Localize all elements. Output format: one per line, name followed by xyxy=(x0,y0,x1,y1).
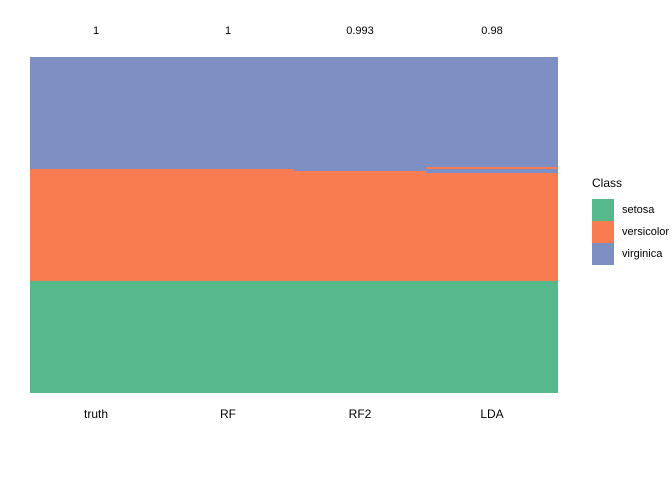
accuracy-label-truth: 1 xyxy=(92,25,100,37)
x-axis-label-RF2: RF2 xyxy=(348,407,372,421)
legend-item-virginica: virginica xyxy=(592,243,669,265)
legend-swatch-setosa xyxy=(592,199,614,221)
segment-LDA-setosa xyxy=(426,280,558,393)
segment-truth-setosa xyxy=(30,281,162,393)
segment-RF2-versicolor xyxy=(294,171,426,281)
segment-RF2-setosa xyxy=(294,280,426,393)
accuracy-label-RF2: 0.993 xyxy=(346,25,374,37)
x-axis-label-RF: RF xyxy=(220,407,236,421)
bar-column-truth xyxy=(30,57,162,393)
legend-label-versicolor: versicolor xyxy=(622,226,670,238)
segment-LDA-versicolor xyxy=(426,166,558,169)
bar-column-RF2 xyxy=(294,57,426,393)
segment-LDA-virginica xyxy=(426,168,558,174)
segment-LDA-versicolor xyxy=(426,173,558,281)
accuracy-label-LDA: 0.98 xyxy=(481,25,503,37)
legend-label-setosa: setosa xyxy=(622,204,655,216)
segment-RF-setosa xyxy=(162,281,294,393)
segment-RF2-virginica xyxy=(294,57,426,172)
x-axis-labels-row: truth RF RF2 LDA xyxy=(30,407,558,422)
plot-panel xyxy=(30,57,558,393)
bar-column-LDA xyxy=(426,57,558,393)
x-axis-label-truth: truth xyxy=(83,407,108,421)
legend-item-setosa: setosa xyxy=(592,199,669,221)
accuracy-labels-row: 1 1 0.993 0.98 xyxy=(30,24,558,38)
legend-swatch-virginica xyxy=(592,243,614,265)
bar-column-RF xyxy=(162,57,294,393)
legend-item-versicolor: versicolor xyxy=(592,221,669,243)
legend: Class setosa versicolor virginica xyxy=(592,176,669,265)
legend-label-virginica: virginica xyxy=(622,248,663,260)
legend-title: Class xyxy=(592,176,623,190)
legend-swatch-versicolor xyxy=(592,221,614,243)
segment-LDA-virginica xyxy=(426,57,558,167)
legend-items: setosa versicolor virginica xyxy=(592,199,669,265)
segment-truth-virginica xyxy=(30,57,162,169)
x-axis-label-LDA: LDA xyxy=(480,407,504,421)
segment-RF-versicolor xyxy=(162,169,294,281)
accuracy-label-RF: 1 xyxy=(224,25,232,37)
segment-RF-virginica xyxy=(162,57,294,169)
segment-truth-versicolor xyxy=(30,169,162,281)
